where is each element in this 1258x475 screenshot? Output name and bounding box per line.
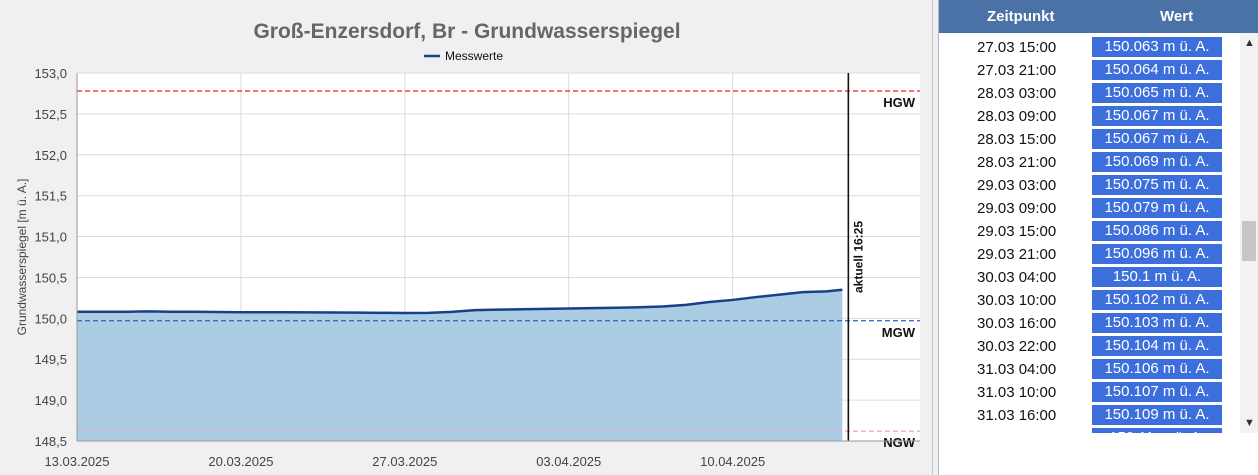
scroll-up-icon[interactable]: ▲ xyxy=(1244,37,1255,49)
x-tick-label: 10.04.2025 xyxy=(700,454,765,469)
row-value: 150.086 m ü. A. xyxy=(1092,221,1222,241)
table-row[interactable]: 29.03 15:00 150.086 m ü. A. xyxy=(939,220,1239,243)
x-tick-label: 27.03.2025 xyxy=(372,454,437,469)
reference-label-mgw: MGW xyxy=(882,325,916,340)
current-time-label: aktuell 16:25 xyxy=(851,221,865,293)
row-value: 150.107 m ü. A. xyxy=(1092,382,1222,402)
table-row[interactable]: 28.03 21:00 150.069 m ü. A. xyxy=(939,151,1239,174)
x-tick-label: 13.03.2025 xyxy=(44,454,109,469)
row-time: 27.03 15:00 xyxy=(977,39,1057,56)
row-time: 31.03 16:00 xyxy=(977,407,1057,424)
chart-title: Groß-Enzersdorf, Br - Grundwasserspiegel xyxy=(253,20,680,43)
row-time: 28.03 15:00 xyxy=(977,131,1057,148)
legend-label: Messwerte xyxy=(445,49,503,63)
row-time: 29.03 15:00 xyxy=(977,223,1057,240)
series-area xyxy=(77,289,843,441)
table-row[interactable]: 30.03 16:00 150.103 m ü. A. xyxy=(939,312,1239,335)
reference-label-hgw: HGW xyxy=(883,95,916,110)
y-tick-label: 150,5 xyxy=(34,270,67,285)
column-header-value[interactable]: Wert xyxy=(1160,8,1194,25)
row-time: 31.03 10:00 xyxy=(977,384,1057,401)
y-tick-label: 152,0 xyxy=(34,148,67,163)
scroll-thumb[interactable] xyxy=(1242,221,1256,261)
row-time: 30.03 16:00 xyxy=(977,315,1057,332)
row-time: 28.03 21:00 xyxy=(977,154,1057,171)
y-tick-label: 152,5 xyxy=(34,107,67,122)
table-row[interactable]: 31.03 22:00 150.11 m ü. A. xyxy=(939,427,1239,433)
groundwater-chart: 153,0 152,5 152,0 151,5 151,0 150,5 150,0 149,5… xyxy=(15,20,920,469)
row-time: 31.03 04:00 xyxy=(977,361,1057,378)
row-value: 150.063 m ü. A. xyxy=(1092,37,1222,57)
reference-label-ngw: NGW xyxy=(883,435,916,450)
row-time: 28.03 09:00 xyxy=(977,108,1057,125)
x-tick-label: 20.03.2025 xyxy=(208,454,273,469)
row-time: 28.03 03:00 xyxy=(977,85,1057,102)
y-tick-label: 151,0 xyxy=(34,230,67,245)
table-row[interactable]: 31.03 10:00 150.107 m ü. A. xyxy=(939,381,1239,404)
row-value: 150.069 m ü. A. xyxy=(1092,152,1222,172)
row-time: 29.03 21:00 xyxy=(977,246,1057,263)
row-value: 150.079 m ü. A. xyxy=(1092,198,1222,218)
table-row[interactable]: 29.03 21:00 150.096 m ü. A. xyxy=(939,243,1239,266)
table-row[interactable]: 27.03 15:00 150.063 m ü. A. xyxy=(939,36,1239,59)
row-time: 31.03 22:00 xyxy=(977,430,1056,433)
measurement-table: Zeitpunkt Wert 27.03 15:00 150.063 m ü. A… xyxy=(938,0,1258,475)
table-row[interactable]: 30.03 04:00 150.1 m ü. A. xyxy=(939,266,1239,289)
table-row[interactable]: 31.03 16:00 150.109 m ü. A. xyxy=(939,404,1239,427)
row-value: 150.106 m ü. A. xyxy=(1092,359,1222,379)
y-axis-label: Grundwasserspiegel [m ü. A.] xyxy=(15,179,29,336)
row-value: 150.11 m ü. A. xyxy=(1092,428,1222,433)
y-tick-label: 148,5 xyxy=(34,434,67,449)
table-row[interactable]: 31.03 04:00 150.106 m ü. A. xyxy=(939,358,1239,381)
series-line xyxy=(77,288,843,315)
scroll-down-icon[interactable]: ▼ xyxy=(1244,417,1255,429)
x-tick-label: 03.04.2025 xyxy=(536,454,601,469)
row-time: 30.03 22:00 xyxy=(977,338,1057,355)
table-row[interactable]: 27.03 21:00 150.064 m ü. A. xyxy=(939,59,1239,82)
table-row[interactable]: 29.03 03:00 150.075 m ü. A. xyxy=(939,174,1239,197)
y-tick-label: 153,0 xyxy=(34,66,67,81)
y-tick-label: 151,5 xyxy=(34,189,67,204)
table-row[interactable]: 28.03 09:00 150.067 m ü. A. xyxy=(939,105,1239,128)
row-time: 30.03 04:00 xyxy=(977,269,1057,286)
row-value: 150.102 m ü. A. xyxy=(1092,290,1222,310)
row-value: 150.103 m ü. A. xyxy=(1092,313,1222,333)
row-value: 150.104 m ü. A. xyxy=(1092,336,1222,356)
row-time: 29.03 03:00 xyxy=(977,177,1057,194)
table-row[interactable]: 29.03 09:00 150.079 m ü. A. xyxy=(939,197,1239,220)
chart-panel: 153,0 152,5 152,0 151,5 151,0 150,5 150,0 149,5… xyxy=(15,0,933,475)
row-value: 150.075 m ü. A. xyxy=(1092,175,1222,195)
row-value: 150.1 m ü. A. xyxy=(1092,267,1222,287)
y-tick-label: 149,0 xyxy=(34,393,67,408)
row-value: 150.065 m ü. A. xyxy=(1092,83,1222,103)
row-value: 150.096 m ü. A. xyxy=(1092,244,1222,264)
table-row[interactable]: 30.03 22:00 150.104 m ü. A. xyxy=(939,335,1239,358)
table-scrollbar[interactable]: ▲ ▼ xyxy=(1240,33,1258,433)
row-time: 30.03 10:00 xyxy=(977,292,1057,309)
row-value: 150.067 m ü. A. xyxy=(1092,106,1222,126)
y-tick-label: 149,5 xyxy=(34,352,67,367)
row-value: 150.064 m ü. A. xyxy=(1092,60,1222,80)
row-value: 150.067 m ü. A. xyxy=(1092,129,1222,149)
row-time: 27.03 21:00 xyxy=(977,62,1057,79)
y-tick-label: 150,0 xyxy=(34,311,67,326)
row-time: 29.03 09:00 xyxy=(977,200,1057,217)
column-header-time[interactable]: Zeitpunkt xyxy=(987,8,1055,25)
table-header: Zeitpunkt Wert xyxy=(939,0,1258,33)
table-row[interactable]: 30.03 10:00 150.102 m ü. A. xyxy=(939,289,1239,312)
table-row[interactable]: 28.03 15:00 150.067 m ü. A. xyxy=(939,128,1239,151)
table-body[interactable]: 27.03 15:00 150.063 m ü. A. 27.03 21:00 150… xyxy=(939,33,1239,433)
row-value: 150.109 m ü. A. xyxy=(1092,405,1222,425)
table-row[interactable]: 28.03 03:00 150.065 m ü. A. xyxy=(939,82,1239,105)
